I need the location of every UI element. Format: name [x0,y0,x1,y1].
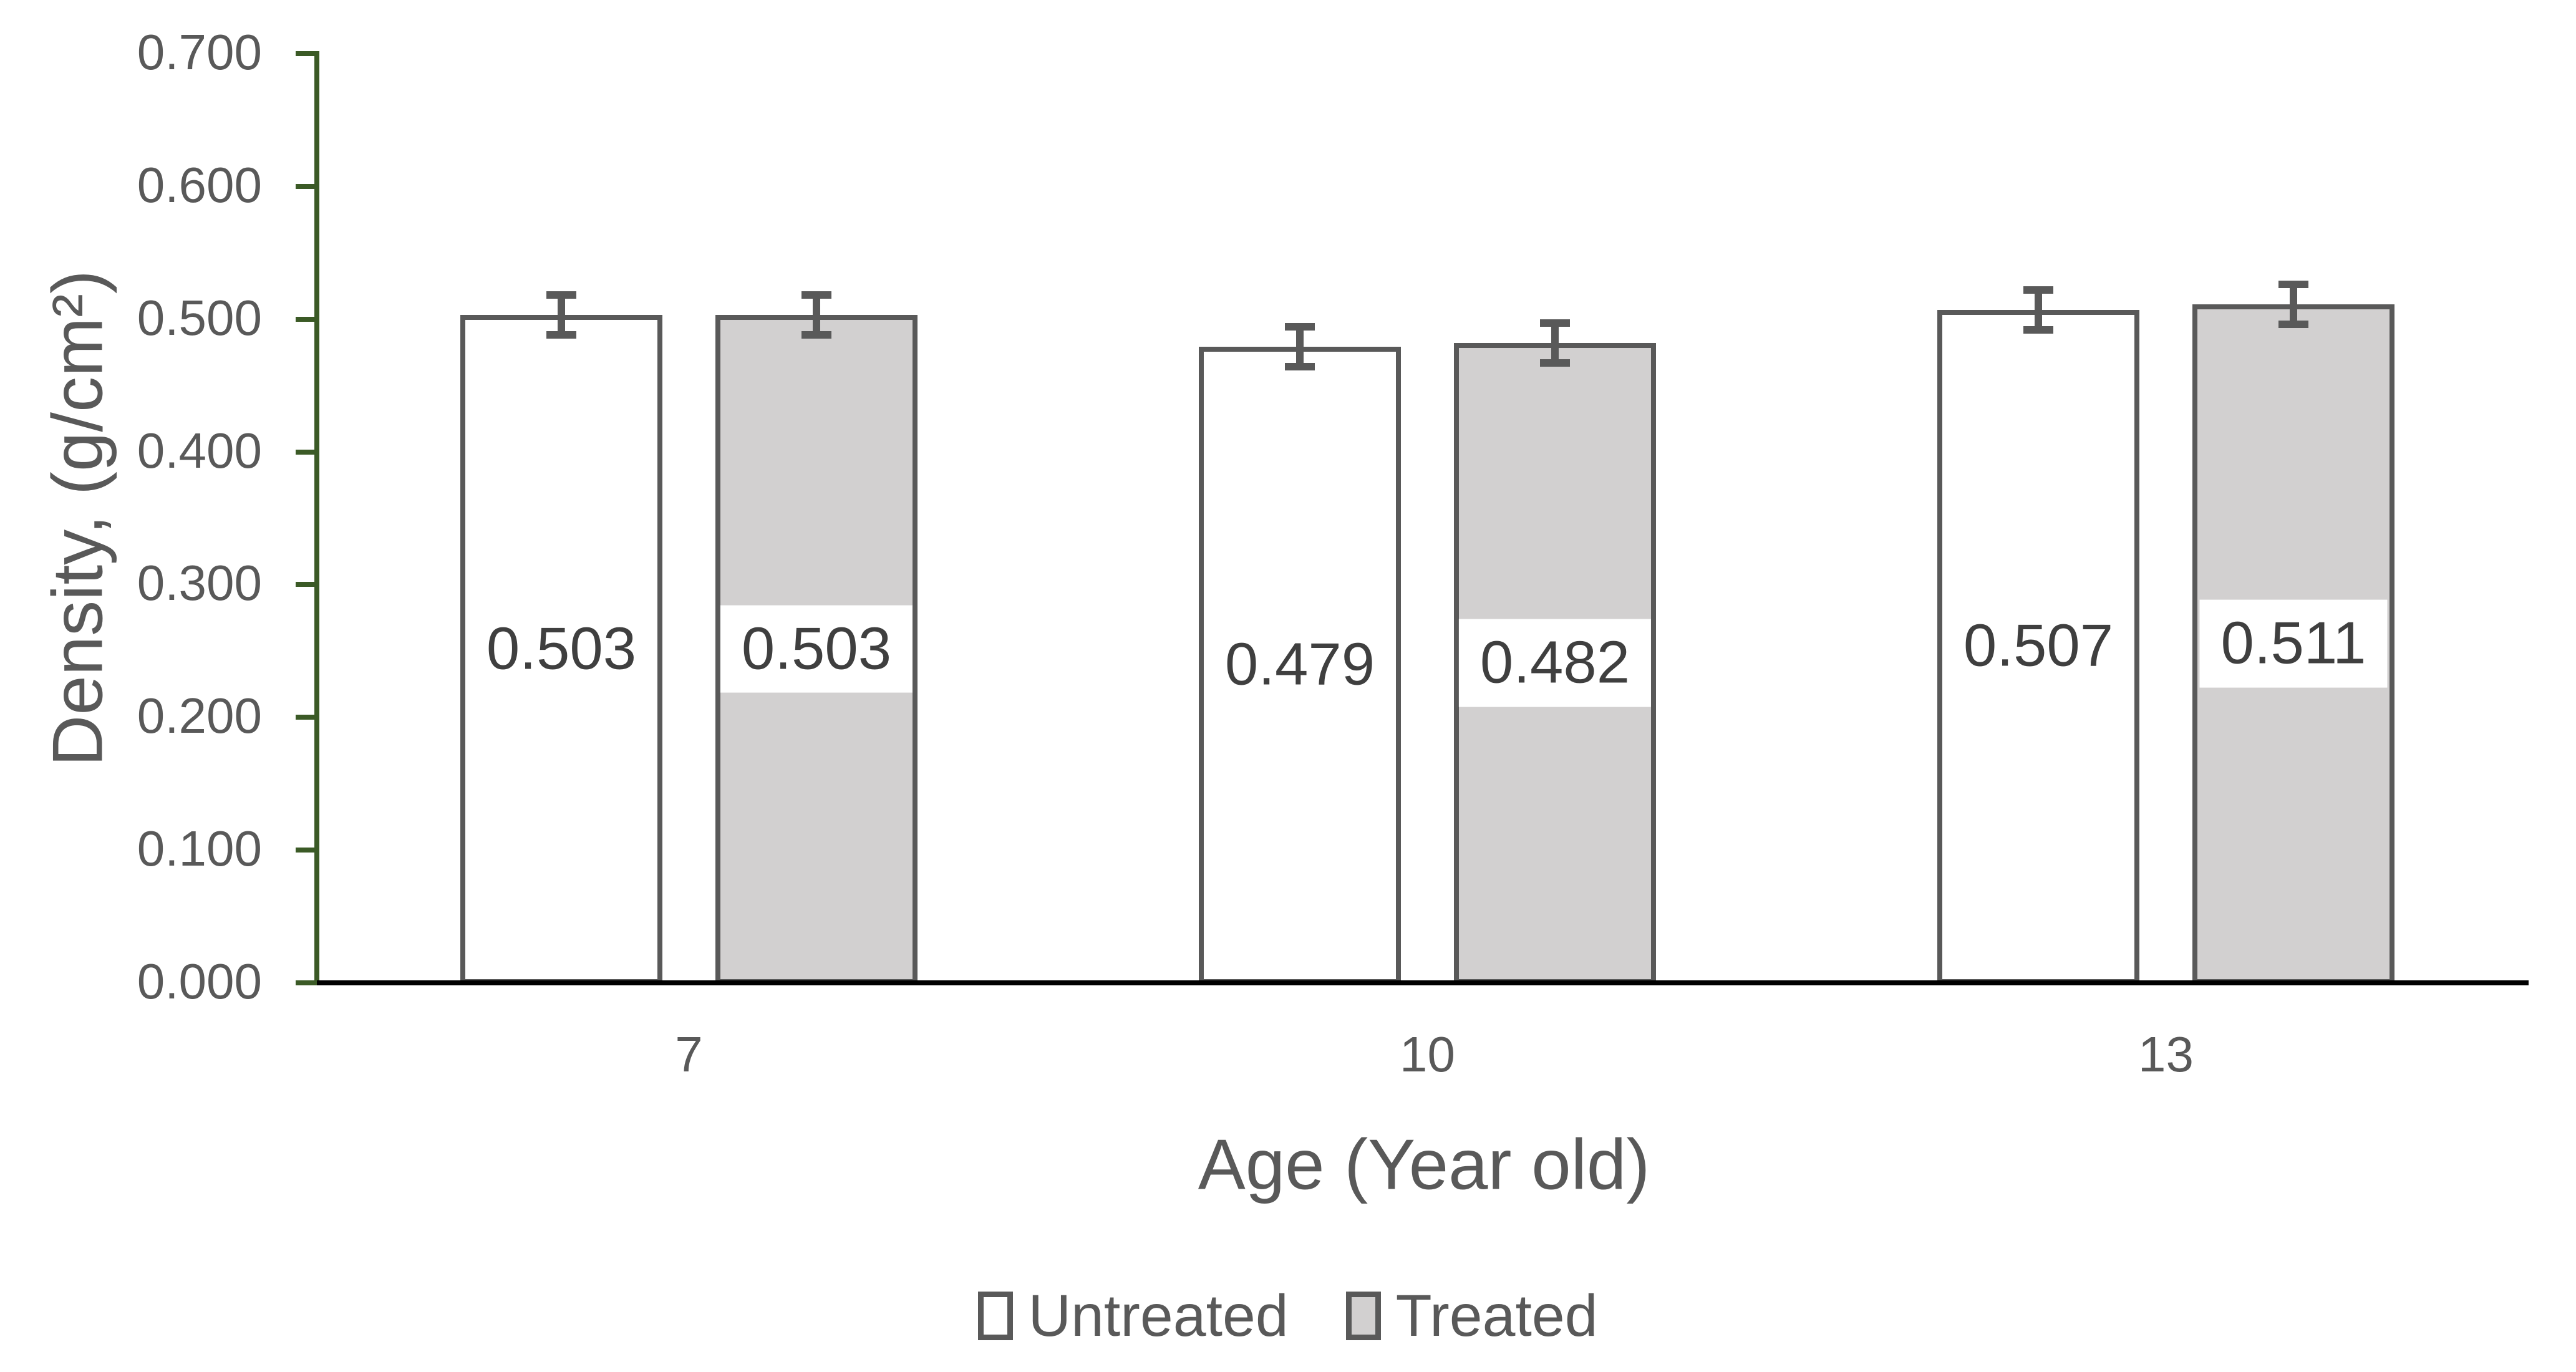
error-bar-cap-top [1285,323,1315,331]
y-axis-tick [296,51,319,56]
error-bar-stem [813,295,820,336]
error-bar-cap-top [801,291,831,299]
y-axis-tick [296,316,319,322]
legend-item-treated: Treated [1345,1282,1598,1350]
y-axis-tick [296,980,319,985]
error-bar-stem [1296,327,1304,367]
y-tick-label: 0.300 [137,555,262,611]
y-tick-label: 0.400 [137,422,262,478]
y-tick-label: 0.600 [137,157,262,213]
category-label-13: 13 [2138,1027,2194,1082]
legend-swatch-untreated [978,1292,1014,1340]
data-label-untreated-7: 0.503 [486,615,637,682]
y-axis-tick [296,715,319,720]
bar-untreated-10 [1199,347,1401,984]
error-bar-cap-top [546,291,576,299]
y-axis-tick [296,582,319,587]
y-axis-tick [296,449,319,455]
category-label-7: 7 [675,1027,703,1082]
data-label-untreated-13: 0.507 [1963,612,2114,680]
y-tick-label: 0.000 [137,954,262,1010]
error-bar-cap-bottom [2023,326,2053,334]
data-label-untreated-10: 0.479 [1224,630,1375,698]
error-bar-stem [2035,289,2042,330]
x-axis-title: Age (Year old) [1198,1125,1650,1205]
error-bar-cap-top [2023,286,2053,294]
y-tick-label: 0.100 [137,821,262,877]
legend: Untreated Treated [0,1272,2576,1360]
error-bar-stem [2290,284,2297,325]
y-axis-line [314,51,319,985]
bar-untreated-7 [460,315,662,984]
category-label-10: 10 [1400,1027,1455,1082]
error-bar-cap-top [2278,281,2308,289]
legend-label-treated: Treated [1395,1282,1598,1349]
y-axis-tick [296,183,319,189]
data-label-treated-7: 0.503 [720,605,913,693]
y-axis-title: Density, (g/cm²) [38,270,118,766]
legend-swatch-treated [1345,1292,1381,1340]
x-axis-line [317,980,2529,985]
error-bar-cap-bottom [1540,359,1570,367]
error-bar-cap-bottom [801,331,831,339]
error-bar-stem [1551,323,1559,363]
y-tick-label: 0.500 [137,289,262,345]
error-bar-cap-bottom [546,331,576,339]
y-tick-label: 0.700 [137,24,262,80]
data-label-treated-10: 0.482 [1458,619,1652,707]
y-axis-tick [296,848,319,853]
error-bar-stem [558,295,565,336]
legend-item-untreated: Untreated [978,1282,1289,1350]
legend-label-untreated: Untreated [1028,1282,1289,1349]
data-label-treated-13: 0.511 [2199,599,2388,688]
bar-untreated-13 [1937,309,2139,984]
error-bar-cap-bottom [1285,363,1315,371]
error-bar-cap-top [1540,319,1570,327]
y-tick-label: 0.200 [137,688,262,744]
error-bar-cap-bottom [2278,321,2308,329]
